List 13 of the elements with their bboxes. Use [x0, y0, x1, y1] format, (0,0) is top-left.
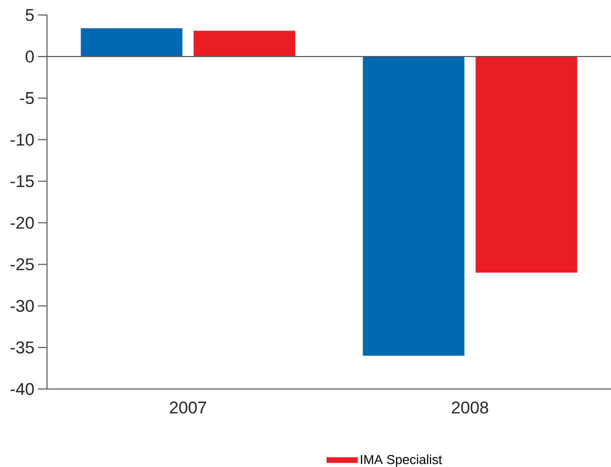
x-tick-label: 2008 [452, 402, 488, 414]
y-tick-label: -25 [10, 258, 34, 270]
y-tick-label: -30 [10, 300, 34, 312]
y-tick-label: -5 [20, 92, 34, 104]
y-tick-label: -35 [10, 341, 34, 354]
x-tick-label: 2007 [170, 402, 206, 414]
y-tick-label: -10 [10, 134, 34, 146]
legend-label: IMA Specialist [360, 454, 442, 467]
y-tick-label: 0 [26, 50, 34, 63]
y-tick-label: -15 [10, 175, 34, 188]
y-tick-label: -40 [10, 382, 34, 396]
y-tick-label: 5 [26, 9, 34, 21]
y-tick-label: -20 [10, 216, 34, 229]
